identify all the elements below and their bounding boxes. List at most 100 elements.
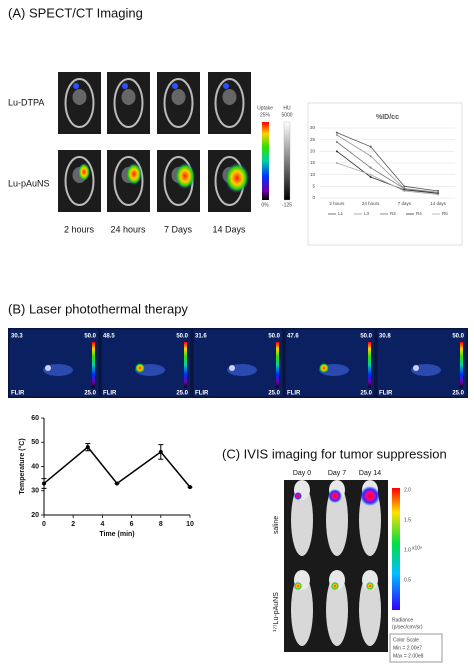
- tumor-signal: [328, 489, 342, 503]
- series-line: [336, 151, 439, 194]
- x-tick-label: 10: [186, 521, 194, 528]
- scale-max: 50.0: [268, 334, 280, 340]
- uptake-spot: [126, 163, 142, 185]
- x-tick-label: 14 days: [430, 201, 447, 206]
- skull-inner: [222, 89, 237, 105]
- brand: FLIR: [195, 391, 209, 397]
- color-scale-box: [389, 633, 443, 663]
- brand: FLIR: [11, 391, 25, 397]
- thermal-frame: [376, 328, 468, 398]
- thermal-frame: [284, 328, 376, 398]
- data-point: [369, 155, 372, 157]
- thermal-colorbar: [460, 342, 463, 388]
- thermal-frame: [100, 328, 192, 398]
- tumor-signal: [331, 582, 339, 590]
- colorbar-min: -125: [282, 202, 292, 208]
- x-tick-label: 0: [42, 521, 46, 528]
- x-tick-label: 4: [100, 521, 104, 528]
- day-label: Day 14: [359, 470, 381, 477]
- x-tick-label: 7 days: [398, 201, 412, 206]
- thermal-frame: [192, 328, 284, 398]
- tumor-signal: [294, 492, 302, 500]
- colorbar-tick: 0.5: [404, 577, 411, 583]
- series-line: [43, 446, 191, 488]
- radiance-label: Radiance: [392, 617, 413, 623]
- uptake-spot: [122, 83, 128, 89]
- error-bar: [41, 478, 47, 489]
- scale-min: 25.0: [84, 391, 96, 397]
- x-tick-label: 8: [159, 521, 163, 528]
- color-scale-max: Max = 2.00e8: [393, 653, 424, 659]
- y-tick-label: 10: [310, 172, 316, 177]
- data-point: [335, 150, 338, 153]
- x-tick-label: 2: [71, 521, 75, 528]
- skull-inner: [171, 89, 186, 105]
- row-label: saline: [273, 516, 280, 534]
- temperature-reading: 30.8: [379, 334, 391, 340]
- colorbar-tick: 2.0: [404, 487, 411, 493]
- radiance-unit: (p/sec/cm²/sr): [392, 624, 423, 630]
- y-tick-label: 60: [31, 415, 39, 422]
- series-line: [336, 162, 439, 195]
- mouse: [359, 574, 381, 646]
- time-label: 14 Days: [212, 224, 246, 234]
- scale-max: 50.0: [176, 334, 188, 340]
- skull: [163, 78, 194, 128]
- temperature-reading: 47.6: [287, 334, 299, 340]
- panel-title: (B) Laser photothermal therapy: [8, 301, 188, 316]
- temperature-reading: 30.3: [11, 334, 23, 340]
- day-label: Day 0: [293, 470, 311, 477]
- x-tick-label: 24 hours: [362, 201, 380, 206]
- hot-spot: [135, 363, 145, 373]
- color-scale-min: Min = 2.00e7: [393, 645, 422, 651]
- data-point: [369, 166, 372, 169]
- thermal-frame: [8, 328, 100, 398]
- time-label: 7 Days: [164, 224, 193, 234]
- uptake-spot: [175, 163, 195, 189]
- y-tick-label: 30: [310, 125, 316, 130]
- y-tick-label: 30: [31, 488, 39, 495]
- colorbar-max: 5000: [281, 112, 292, 118]
- time-label: 24 hours: [110, 224, 146, 234]
- y-tick-label: 25: [310, 137, 316, 142]
- y-axis-label: Temperature (°C): [18, 438, 26, 494]
- uptake-spot: [225, 163, 249, 193]
- data-point: [437, 193, 440, 196]
- y-tick-label: 15: [310, 160, 316, 165]
- legend-label: R4: [416, 211, 422, 216]
- mouse: [291, 574, 313, 646]
- brand: FLIR: [103, 391, 117, 397]
- data-point: [335, 134, 338, 136]
- hot-spot: [319, 363, 329, 373]
- brand: FLIR: [379, 391, 393, 397]
- y-tick-label: 50: [31, 439, 39, 446]
- x-tick-label: 2 hours: [329, 201, 345, 206]
- y-tick-label: 5: [312, 184, 315, 189]
- scale-max: 50.0: [84, 334, 96, 340]
- data-point: [369, 176, 372, 178]
- hu-colorbar: [283, 121, 291, 201]
- chart-frame: [307, 102, 463, 246]
- scale-max: 50.0: [360, 334, 372, 340]
- hot-spot: [45, 365, 51, 371]
- scale-min: 25.0: [268, 391, 280, 397]
- row-label: Lu-pAuNS: [8, 178, 50, 188]
- uptake-spot: [223, 83, 229, 89]
- y-tick-label: 20: [31, 512, 39, 519]
- skull: [113, 78, 144, 128]
- scale-max: 50.0: [452, 334, 464, 340]
- skull: [64, 156, 95, 206]
- y-tick-label: 0: [312, 195, 315, 200]
- thermal-colorbar: [276, 342, 279, 388]
- tumor-signal: [366, 582, 374, 590]
- row-label: ¹⁷⁷Lu-pAuNS: [273, 592, 280, 632]
- temperature-reading: 48.5: [103, 334, 115, 340]
- row-label: Lu-DTPA: [8, 97, 44, 107]
- series-line: [336, 134, 439, 193]
- temperature-reading: 31.6: [195, 334, 207, 340]
- error-bar: [85, 442, 91, 452]
- error-bar: [158, 444, 164, 460]
- scale-min: 25.0: [176, 391, 188, 397]
- data-point: [335, 162, 338, 164]
